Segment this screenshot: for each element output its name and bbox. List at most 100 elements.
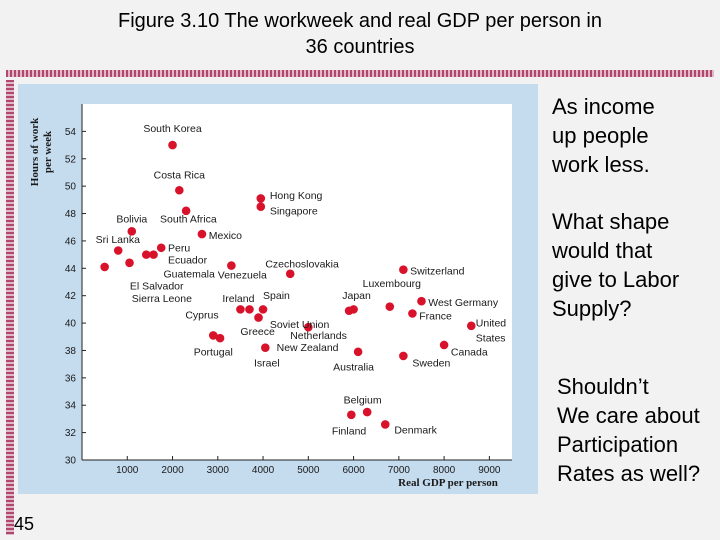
note-income-line: up people — [552, 123, 649, 148]
data-point-hong-kong — [256, 194, 266, 203]
point-label: Venezuela — [218, 270, 267, 282]
point-label: Greece — [240, 326, 275, 338]
x-tick-label: 7000 — [388, 465, 411, 476]
x-axis-label: Real GDP per person — [398, 477, 498, 489]
point-label: Sierra Leone — [132, 293, 192, 305]
y-tick-label: 34 — [65, 401, 77, 412]
y-tick-label: 44 — [65, 264, 77, 275]
data-point-mexico — [197, 229, 207, 239]
note-participation-line: Shouldn’t — [557, 374, 649, 399]
point-label: Belgium — [344, 394, 382, 406]
point-label: South Africa — [160, 214, 217, 226]
data-point-portugal — [208, 331, 218, 340]
chart-panel: 30 32 34 36 38 40 42 44 46 48 50 52 54 1000 2000 3000 4… — [18, 84, 538, 494]
data-point-soviet-union — [254, 313, 263, 322]
note-labor-line: would that — [552, 238, 653, 263]
y-tick-label: 38 — [65, 346, 77, 357]
y-tick-label: 42 — [65, 291, 77, 302]
x-tick-label: 4000 — [252, 465, 275, 476]
data-point-el-salvador — [125, 258, 134, 268]
point-label: Cyprus — [185, 309, 218, 321]
note-income: As income up people work less. — [552, 92, 655, 179]
y-tick-label: 30 — [65, 456, 77, 467]
data-point-sri-lanka — [113, 246, 123, 255]
point-label: Peru — [168, 242, 190, 254]
scatter-chart: 30 32 34 36 38 40 42 44 46 48 50 52 54 1000 2000 3000 4… — [29, 104, 512, 489]
note-income-line: work less. — [552, 152, 650, 177]
point-label: Spain — [263, 290, 290, 302]
point-label: Sri Lanka — [96, 234, 141, 246]
y-tick-label: 52 — [65, 154, 77, 165]
left-accent-bar — [6, 80, 14, 535]
data-point-sweden — [399, 351, 408, 361]
data-point-france — [408, 309, 417, 318]
point-label: Switzerland — [410, 266, 464, 278]
page-number: 45 — [14, 514, 35, 534]
point-label: Costa Rica — [154, 170, 206, 182]
point-label: New Zealand — [277, 342, 339, 354]
data-points — [100, 140, 476, 429]
point-label: Israel — [254, 357, 280, 369]
data-point-south-korea — [168, 140, 177, 150]
point-label: Bolivia — [116, 214, 147, 226]
data-point-costa-rica — [175, 185, 184, 195]
y-ticks: 30 32 34 36 38 40 42 44 46 48 50 52 54 — [65, 127, 86, 467]
point-label: Japan — [342, 290, 371, 302]
point-label: Netherlands — [290, 330, 347, 342]
y-axis-label-line2: per week — [42, 130, 54, 173]
data-point-finland — [347, 410, 356, 420]
data-point-spain — [258, 305, 268, 314]
data-point-switzerland — [399, 265, 408, 274]
point-label: Australia — [333, 361, 374, 373]
point-labels: South Korea Costa Rica Hong Kong Singapore B… — [96, 123, 507, 438]
point-label: Guatemala — [163, 268, 215, 280]
point-label: Sweden — [412, 357, 450, 369]
x-tick-label: 8000 — [433, 465, 456, 476]
point-label: States — [476, 333, 506, 345]
note-labor-line: give to Labor — [552, 267, 680, 292]
data-point-new-zealand — [304, 322, 313, 332]
data-point-singapore — [256, 202, 266, 211]
slide-title-line2: 36 countries — [305, 36, 415, 58]
note-participation-line: Rates as well? — [557, 461, 701, 486]
data-point-denmark — [380, 420, 390, 429]
point-label: Portugal — [194, 346, 233, 358]
note-participation: Shouldn’t We care about Participation Ra… — [557, 372, 700, 488]
point-label: Luxembourg — [363, 278, 422, 290]
data-point-ireland — [245, 305, 254, 314]
data-point-czechoslovakia — [285, 269, 295, 279]
data-point-israel — [261, 343, 270, 353]
note-income-line: As income — [552, 94, 655, 119]
point-label: West Germany — [428, 297, 499, 309]
note-labor-supply: What shape would that give to Labor Supp… — [552, 207, 679, 323]
data-point-netherlands — [344, 306, 354, 316]
note-participation-line: We care about — [557, 403, 700, 428]
y-tick-label: 40 — [65, 319, 77, 330]
y-tick-label: 46 — [65, 236, 77, 247]
x-tick-label: 2000 — [161, 465, 184, 476]
data-point-luxembourg — [385, 302, 395, 311]
point-label: Denmark — [394, 424, 437, 436]
note-labor-line: Supply? — [552, 296, 632, 321]
y-tick-label: 32 — [65, 428, 77, 439]
point-label: Singapore — [270, 205, 318, 217]
point-label: Czechoslovakia — [265, 259, 339, 271]
x-tick-label: 1000 — [116, 465, 139, 476]
x-tick-label: 3000 — [207, 465, 230, 476]
point-label: Finland — [332, 426, 367, 438]
point-label: Hong Kong — [270, 190, 323, 202]
point-label: Canada — [451, 346, 488, 358]
y-tick-label: 36 — [65, 373, 77, 384]
plot-area — [82, 104, 512, 460]
y-tick-label: 50 — [65, 182, 77, 193]
slide-title: Figure 3.10 The workweek and real GDP pe… — [0, 8, 720, 60]
data-point-peru — [156, 243, 166, 253]
data-point-south-africa — [181, 206, 191, 216]
data-point-guatemala — [141, 250, 151, 259]
data-point-cyprus — [236, 305, 245, 314]
y-tick-label: 48 — [65, 209, 77, 220]
y-axis-label-line1: Hours of work — [29, 117, 41, 186]
data-point-bolivia — [127, 227, 137, 236]
point-label: South Korea — [143, 123, 202, 135]
title-divider — [6, 70, 714, 77]
